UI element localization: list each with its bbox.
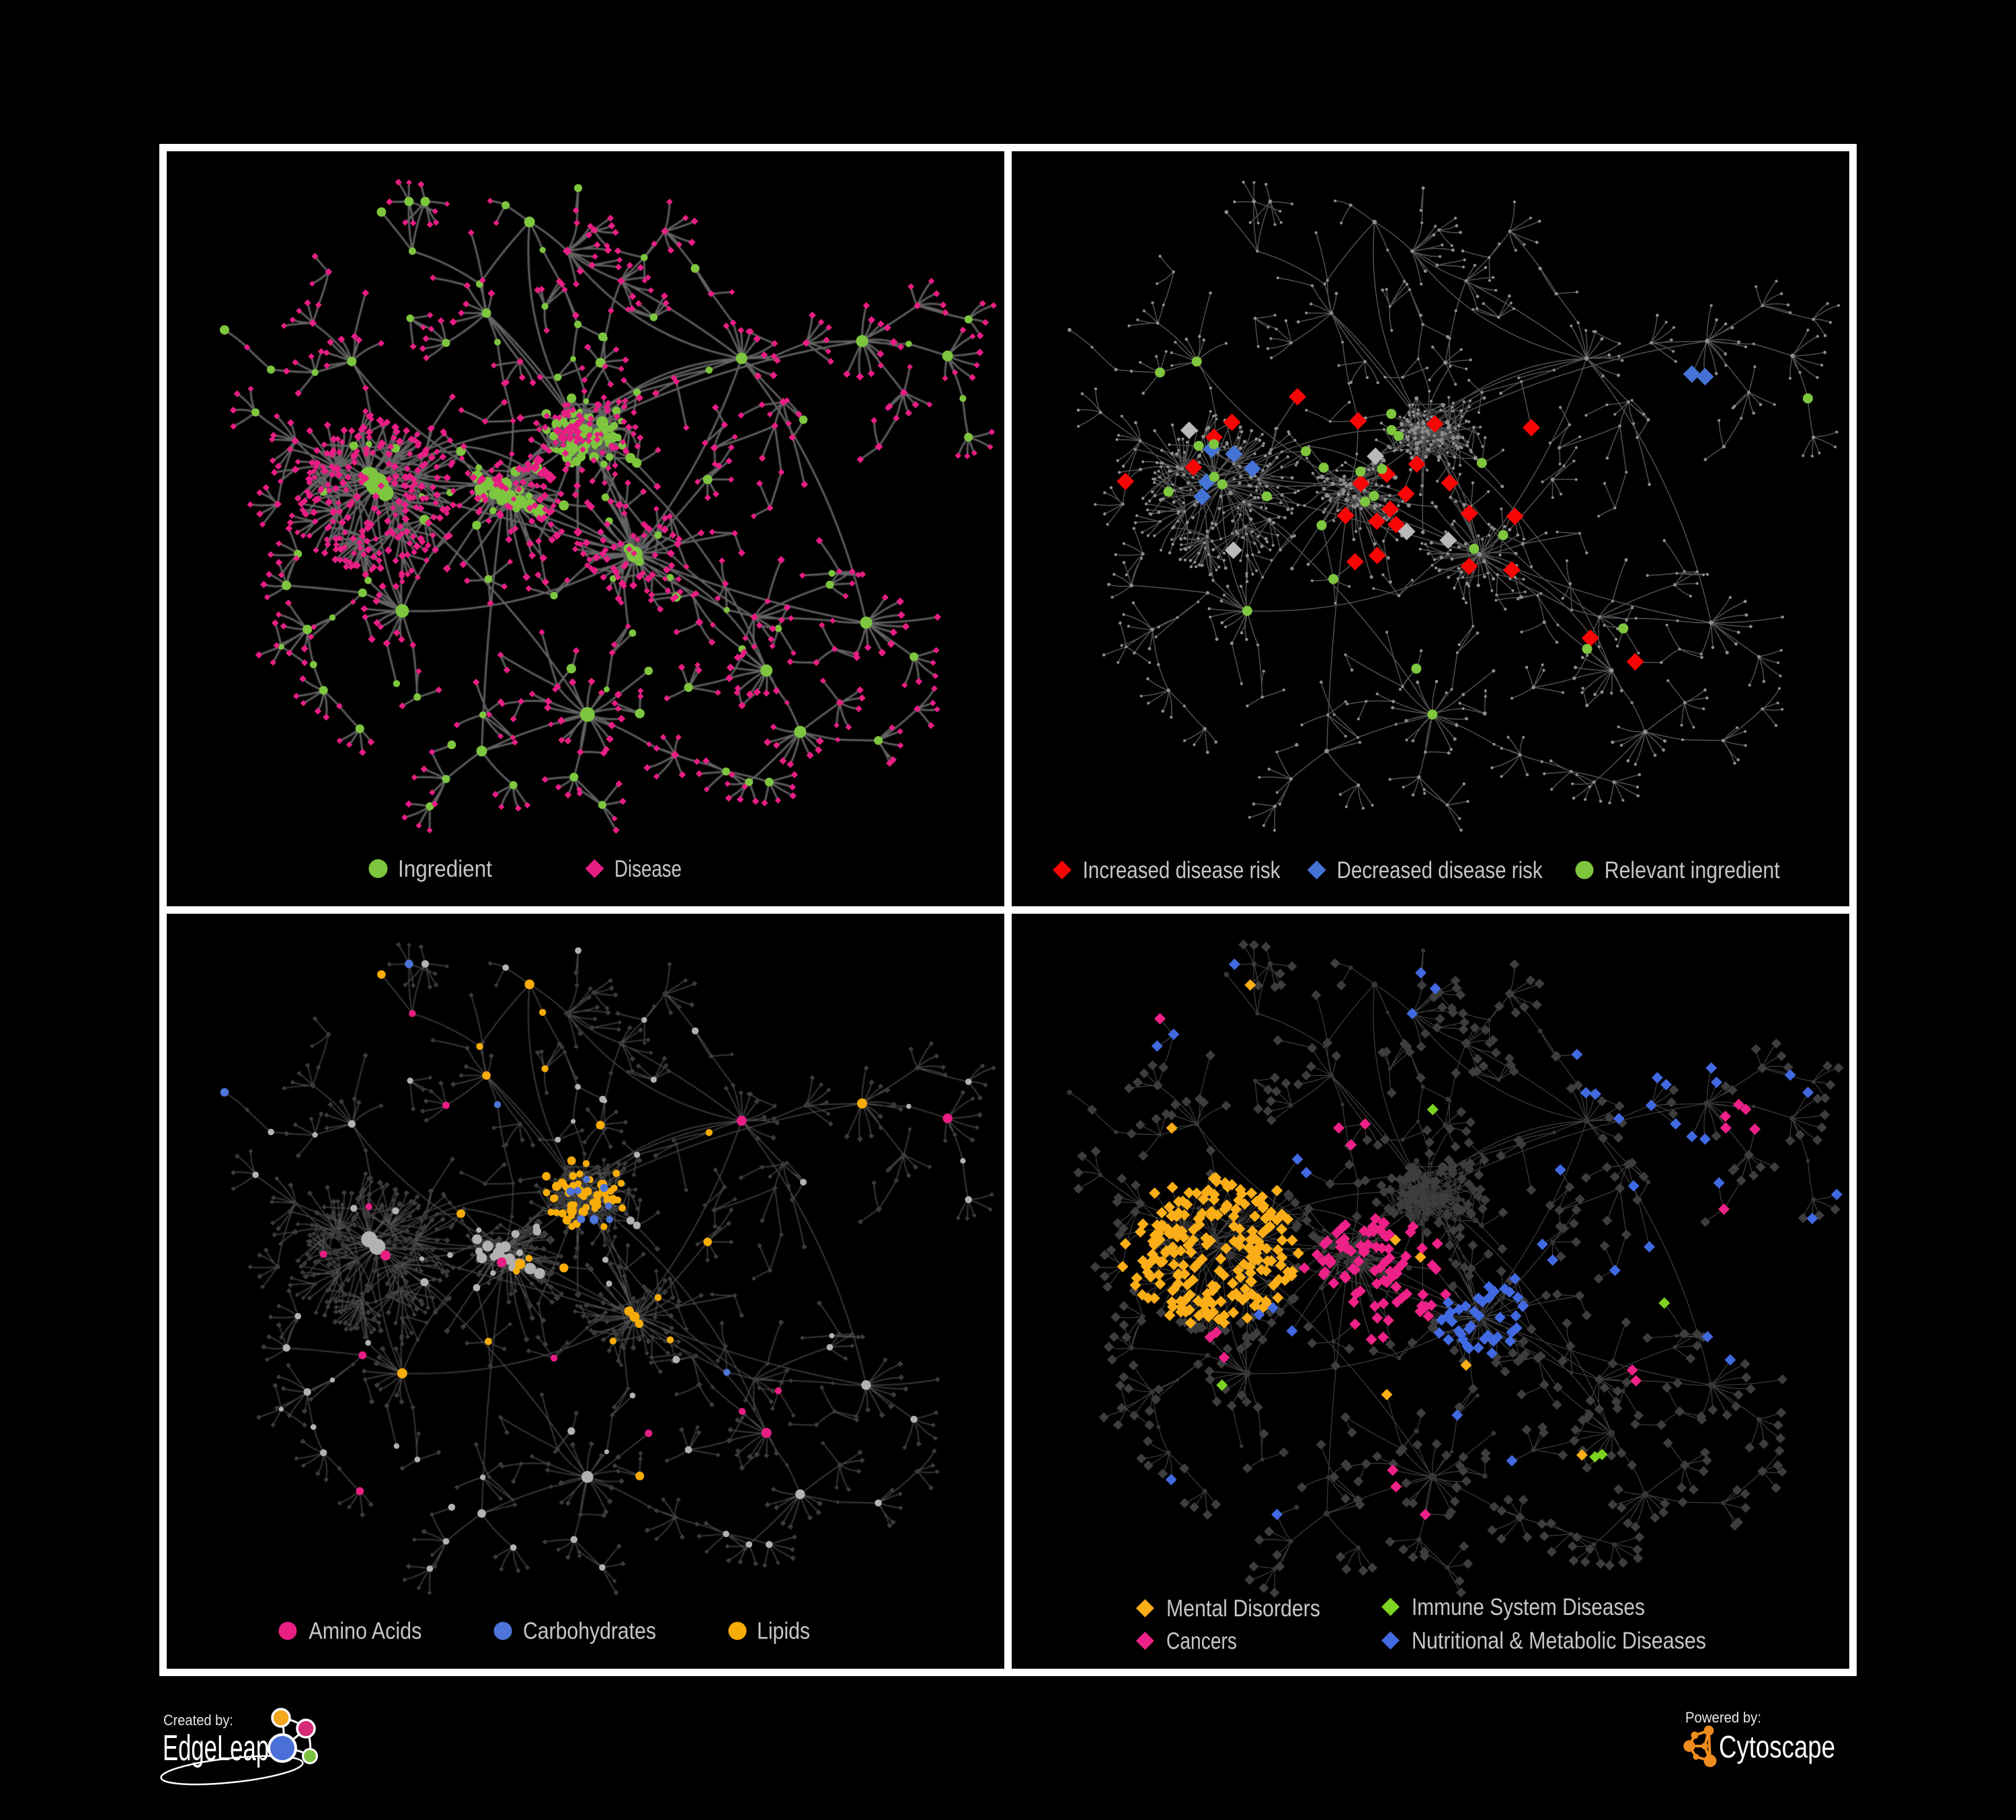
svg-text:Amino Acids: Amino Acids	[309, 1618, 421, 1645]
svg-text:Disease: Disease	[614, 856, 682, 882]
svg-text:Carbohydrates: Carbohydrates	[523, 1618, 656, 1645]
svg-text:Lipids: Lipids	[757, 1618, 810, 1645]
svg-text:Decreased disease risk: Decreased disease risk	[1337, 857, 1543, 883]
svg-text:Ingredient: Ingredient	[398, 856, 492, 882]
svg-text:Immune System Diseases: Immune System Diseases	[1412, 1594, 1645, 1620]
svg-text:Cytoscape: Cytoscape	[1719, 1729, 1835, 1764]
svg-text:Nutritional & Metabolic Diseas: Nutritional & Metabolic Diseases	[1412, 1628, 1706, 1654]
svg-text:Increased disease risk: Increased disease risk	[1083, 857, 1281, 883]
svg-text:Created by:: Created by:	[163, 1712, 233, 1729]
svg-text:Relevant ingredient: Relevant ingredient	[1605, 857, 1780, 883]
svg-text:EdgeLeap: EdgeLeap	[163, 1728, 269, 1768]
svg-text:Cancers: Cancers	[1166, 1628, 1237, 1655]
svg-text:Powered by:: Powered by:	[1685, 1709, 1761, 1726]
svg-text:Mental Disorders: Mental Disorders	[1166, 1595, 1320, 1622]
